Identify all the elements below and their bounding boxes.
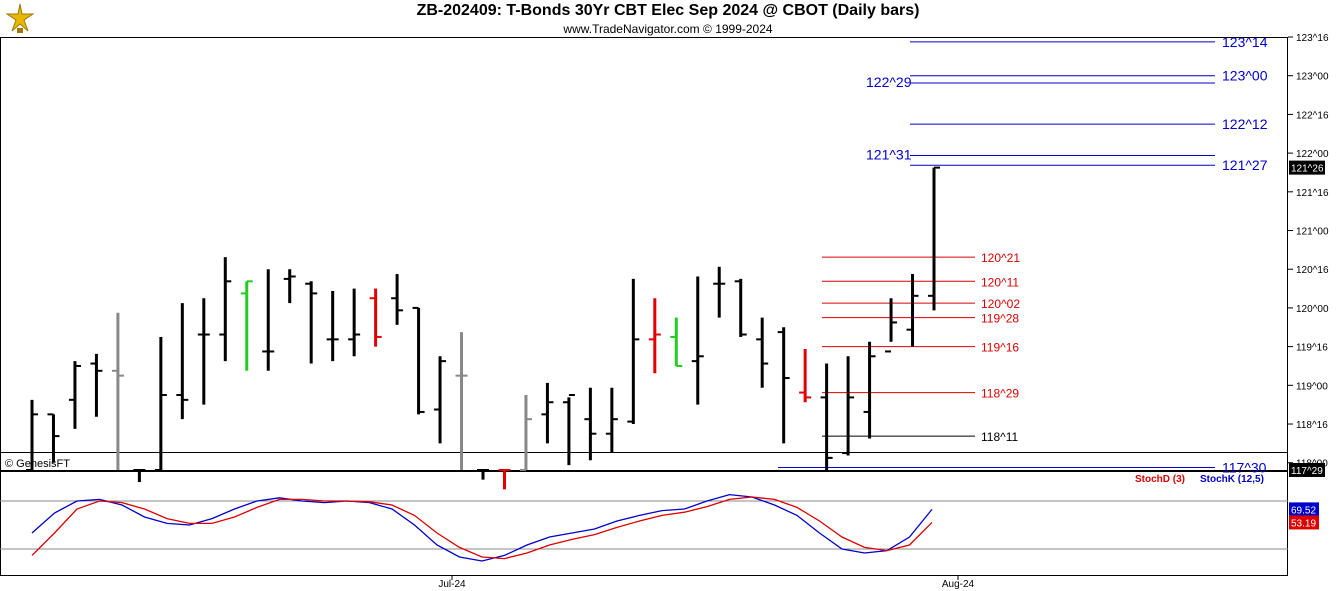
level-label: 118^29: [981, 387, 1019, 401]
trade-navigator-logo-icon: [5, 3, 35, 33]
ohlc-bar: [90, 353, 103, 417]
ohlc-bar: [176, 303, 189, 420]
ohlc-bar: [305, 281, 318, 364]
level-label: 122^29: [866, 74, 912, 90]
price-axis: 123^16 123^00 122^16 122^00 121^16 121^00 120^…: [1288, 33, 1329, 477]
price-panel-border: [0, 37, 1288, 471]
ohlc-bar: [262, 269, 275, 371]
ohlc-bar: [842, 356, 855, 456]
y-tick-label: 121^00: [1296, 227, 1329, 238]
chart-title: ZB-202409: T-Bonds 30Yr CBT Elec Sep 202…: [416, 2, 920, 19]
ohlc-bar: [648, 298, 661, 374]
ohlc-bar: [906, 274, 919, 347]
y-tick-label: 120^00: [1296, 304, 1329, 315]
ohlc-bar: [498, 469, 511, 490]
level-label: 121^31: [866, 147, 912, 163]
y-tick-label: 120^16: [1296, 265, 1329, 276]
ohlc-bar: [455, 332, 468, 470]
ohlc-bar: [799, 349, 812, 403]
chart-header: ZB-202409: T-Bonds 30Yr CBT Elec Sep 202…: [0, 0, 1336, 37]
ohlc-bar: [197, 298, 210, 405]
low-price-box: [1289, 462, 1325, 477]
ohlc-bar: [756, 317, 769, 388]
ohlc-bar: [691, 276, 704, 405]
ohlc-bar: [584, 387, 597, 461]
ohlc-bar: [240, 280, 253, 371]
ohlc-bar: [154, 336, 167, 471]
level-label: 119^28: [981, 312, 1019, 326]
stochd-value-box: [1289, 515, 1319, 530]
ohlc-bar: [283, 269, 296, 304]
ohlc-bar: [434, 356, 447, 444]
level-label: 118^11: [981, 430, 1019, 444]
y-tick-label: 119^00: [1296, 381, 1328, 392]
ohlc-bar: [391, 274, 404, 325]
ohlc-bar: [412, 306, 425, 415]
stochastic-panel: StochD (3) StochK (12,5) 69.52 53.19: [0, 474, 1319, 562]
y-tick-label: 122^00: [1296, 149, 1329, 160]
level-label: 120^11: [981, 275, 1019, 289]
ohlc-bar: [477, 469, 489, 480]
stochk-value-box: [1289, 502, 1319, 517]
ohlc-bar: [369, 288, 382, 347]
level-label: 123^14: [1222, 34, 1268, 50]
ohlc-bar: [47, 413, 60, 463]
stoch-series-line: [31, 496, 933, 560]
copyright-label: © GenesisFT: [5, 458, 70, 470]
x-tick-label: Jul-24: [438, 579, 466, 590]
ohlc-bar: [348, 288, 361, 357]
price-bars: [26, 166, 940, 490]
chart-frame: [0, 37, 1288, 576]
ohlc-bar: [627, 278, 640, 425]
last-price-label: 121^26: [1291, 164, 1324, 175]
ohlc-bar: [777, 327, 790, 444]
y-tick-label: 123^00: [1296, 72, 1329, 83]
ohlc-bar: [713, 266, 726, 318]
ohlc-bar: [670, 317, 683, 367]
ohlc-bar: [519, 394, 532, 471]
level-label: 123^00: [1222, 68, 1268, 84]
ohlc-bar: [219, 257, 232, 362]
ohlc-bar: [820, 363, 833, 470]
level-label: 119^16: [981, 341, 1019, 355]
ohlc-bar: [326, 290, 339, 362]
level-label: 117^30: [1222, 460, 1267, 476]
ohlc-bar: [605, 387, 618, 454]
y-tick-label: 119^16: [1296, 343, 1328, 354]
level-label: 120^02: [981, 297, 1020, 311]
price-levels: 123^14 123^00 122^29 122^12 121^31 121^27 120^…: [778, 34, 1268, 476]
stochastic-panel-border: [0, 471, 1288, 576]
y-tick-label: 122^16: [1296, 110, 1329, 121]
last-price-box: [1289, 160, 1325, 175]
chart-subtitle: www.TradeNavigator.com © 1999-2024: [563, 22, 773, 36]
level-label: 121^27: [1222, 157, 1268, 173]
level-label: 122^12: [1222, 116, 1268, 132]
ohlc-bar: [111, 312, 124, 470]
stochd-value: 53.19: [1291, 518, 1316, 529]
ohlc-bar: [68, 361, 81, 429]
ohlc-bar: [26, 399, 38, 471]
y-tick-label: 123^16: [1296, 33, 1329, 44]
ohlc-bar: [885, 298, 898, 353]
legend-stochk: StochK (12,5): [1200, 474, 1264, 485]
ohlc-bar: [133, 469, 146, 483]
x-tick-label: Aug-24: [942, 579, 975, 590]
level-label: 120^21: [981, 251, 1020, 265]
ohlc-bar: [928, 166, 940, 311]
stoch-series-line: [31, 493, 933, 562]
stochk-value: 69.52: [1291, 505, 1316, 516]
ohlc-bar: [863, 341, 876, 439]
y-tick-label: 118^16: [1296, 420, 1328, 431]
ohlc-bar: [562, 393, 575, 466]
low-price-label: 117^29: [1291, 466, 1323, 477]
ohlc-bar: [541, 382, 554, 444]
y-tick-label: 121^16: [1296, 188, 1329, 199]
ohlc-bar: [734, 278, 747, 337]
legend-stochd: StochD (3): [1135, 474, 1185, 485]
time-axis: Jul-24 Aug-24: [438, 575, 975, 590]
